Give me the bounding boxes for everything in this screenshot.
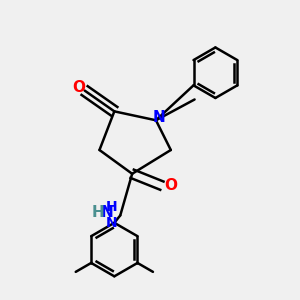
Text: H
N: H N xyxy=(106,200,117,230)
Text: N: N xyxy=(100,205,113,220)
Text: O: O xyxy=(72,80,85,95)
Text: H: H xyxy=(92,205,104,220)
Text: O: O xyxy=(164,178,177,193)
Text: N: N xyxy=(152,110,165,125)
